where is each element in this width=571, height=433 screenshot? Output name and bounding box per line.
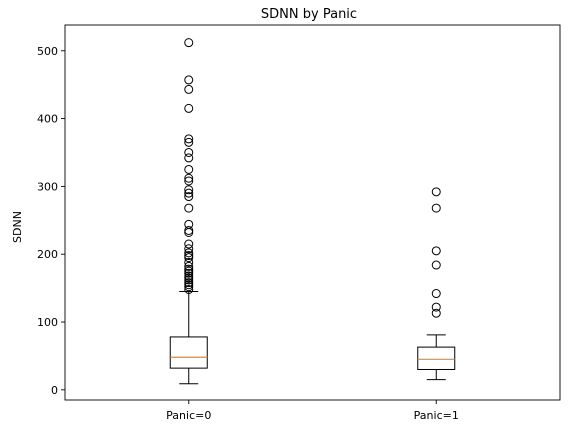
x-tick-label: Panic=0: [166, 409, 211, 422]
outlier-point: [184, 239, 194, 249]
outlier-point: [184, 164, 194, 174]
outlier-point: [184, 244, 194, 254]
outlier-point: [431, 203, 441, 213]
y-tick-label: 200: [37, 248, 58, 261]
outlier-point: [184, 271, 194, 281]
outlier-point: [184, 84, 194, 94]
outlier-point: [431, 289, 441, 299]
outlier-point: [184, 147, 194, 157]
x-tick-label: Panic=1: [414, 409, 459, 422]
outlier-point: [184, 173, 194, 183]
outlier-point: [184, 192, 194, 202]
outlier-point: [184, 284, 194, 294]
outlier-point: [431, 260, 441, 270]
box-group-2: [417, 187, 456, 381]
outlier-point: [184, 38, 194, 48]
outlier-point: [184, 257, 194, 267]
outlier-point: [184, 251, 194, 261]
box-group-1: [169, 38, 208, 385]
outlier-point: [184, 203, 194, 213]
outlier-point: [184, 253, 194, 263]
outlier-point: [184, 153, 194, 163]
box-iqr: [417, 346, 456, 370]
outlier-point: [184, 278, 194, 288]
chart-title: SDNN by Panic: [261, 7, 357, 22]
box-iqr: [169, 336, 208, 369]
outlier-point: [184, 219, 194, 229]
y-tick-label: 400: [37, 113, 58, 126]
outlier-point: [431, 246, 441, 256]
outlier-point: [431, 308, 441, 318]
outlier-point: [431, 302, 441, 312]
outlier-point: [184, 264, 194, 274]
outlier-point: [184, 176, 194, 186]
outlier-point: [184, 103, 194, 113]
y-tick-label: 0: [51, 384, 58, 397]
y-tick-label: 300: [37, 180, 58, 193]
outlier-point: [184, 137, 194, 147]
outlier-point: [184, 261, 194, 271]
outlier-point: [184, 248, 194, 258]
outlier-point: [184, 75, 194, 85]
plot-area: 0 100 200 300 400 500 Panic=0 Panic=1: [37, 24, 561, 422]
outlier-point: [184, 225, 194, 235]
y-tick-label: 500: [37, 45, 58, 58]
plot-frame: [64, 24, 561, 401]
y-tick-label: 100: [37, 316, 58, 329]
y-axis-label: SDNN: [11, 211, 24, 243]
outlier-point: [184, 228, 194, 238]
outlier-point: [431, 187, 441, 197]
outlier-point: [184, 185, 194, 195]
outlier-point: [184, 134, 194, 144]
outlier-point: [184, 188, 194, 198]
